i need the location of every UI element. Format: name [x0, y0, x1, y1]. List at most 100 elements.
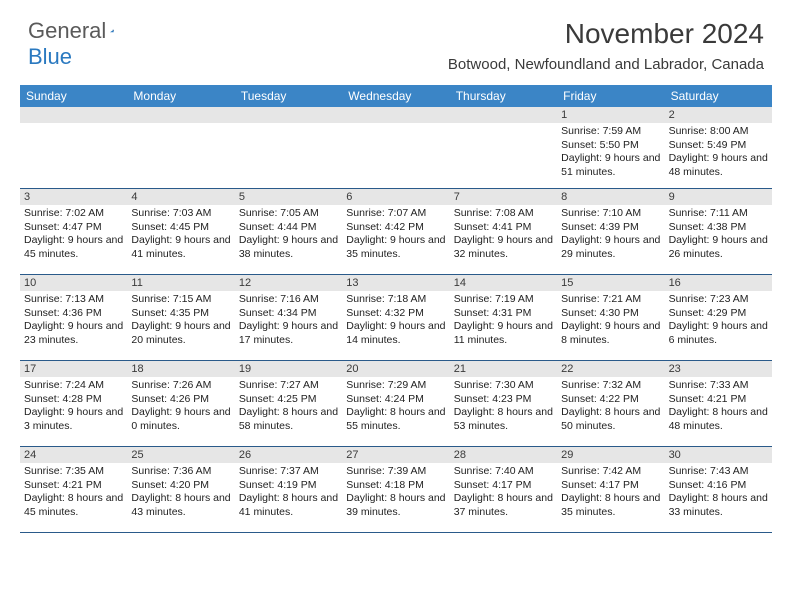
day-details: Sunrise: 7:23 AMSunset: 4:29 PMDaylight:…: [665, 291, 772, 352]
day-details: Sunrise: 7:35 AMSunset: 4:21 PMDaylight:…: [20, 463, 127, 524]
daylight-text: Daylight: 8 hours and 55 minutes.: [346, 406, 445, 433]
sunrise-text: Sunrise: 7:02 AM: [24, 207, 123, 221]
day-details: Sunrise: 8:00 AMSunset: 5:49 PMDaylight:…: [665, 123, 772, 184]
calendar-cell: 21Sunrise: 7:30 AMSunset: 4:23 PMDayligh…: [450, 361, 557, 447]
sunset-text: Sunset: 4:44 PM: [239, 221, 338, 235]
logo-text-blue: Blue: [28, 44, 72, 69]
day-header: Monday: [127, 85, 234, 107]
month-title: November 2024: [448, 18, 764, 50]
sunrise-text: Sunrise: 8:00 AM: [669, 125, 768, 139]
day-header: Saturday: [665, 85, 772, 107]
day-details: Sunrise: 7:07 AMSunset: 4:42 PMDaylight:…: [342, 205, 449, 266]
calendar-cell: 3Sunrise: 7:02 AMSunset: 4:47 PMDaylight…: [20, 189, 127, 275]
calendar-cell: 5Sunrise: 7:05 AMSunset: 4:44 PMDaylight…: [235, 189, 342, 275]
sunrise-text: Sunrise: 7:37 AM: [239, 465, 338, 479]
calendar-cell: 19Sunrise: 7:27 AMSunset: 4:25 PMDayligh…: [235, 361, 342, 447]
day-number: 5: [235, 189, 342, 205]
calendar-cell: 10Sunrise: 7:13 AMSunset: 4:36 PMDayligh…: [20, 275, 127, 361]
daylight-text: Daylight: 8 hours and 35 minutes.: [561, 492, 660, 519]
day-details: Sunrise: 7:59 AMSunset: 5:50 PMDaylight:…: [557, 123, 664, 184]
sunset-text: Sunset: 4:29 PM: [669, 307, 768, 321]
logo-blue-row: Blue: [28, 44, 72, 70]
sunset-text: Sunset: 4:34 PM: [239, 307, 338, 321]
sunrise-text: Sunrise: 7:35 AM: [24, 465, 123, 479]
day-details: Sunrise: 7:26 AMSunset: 4:26 PMDaylight:…: [127, 377, 234, 438]
day-number: 24: [20, 447, 127, 463]
calendar-cell: 25Sunrise: 7:36 AMSunset: 4:20 PMDayligh…: [127, 447, 234, 533]
day-details: [450, 123, 557, 185]
sunset-text: Sunset: 4:20 PM: [131, 479, 230, 493]
day-details: Sunrise: 7:36 AMSunset: 4:20 PMDaylight:…: [127, 463, 234, 524]
sunset-text: Sunset: 4:30 PM: [561, 307, 660, 321]
sunrise-text: Sunrise: 7:21 AM: [561, 293, 660, 307]
sunrise-text: Sunrise: 7:05 AM: [239, 207, 338, 221]
sunrise-text: Sunrise: 7:39 AM: [346, 465, 445, 479]
daylight-text: Daylight: 9 hours and 51 minutes.: [561, 152, 660, 179]
daylight-text: Daylight: 9 hours and 20 minutes.: [131, 320, 230, 347]
calendar-cell: 22Sunrise: 7:32 AMSunset: 4:22 PMDayligh…: [557, 361, 664, 447]
calendar-cell: 23Sunrise: 7:33 AMSunset: 4:21 PMDayligh…: [665, 361, 772, 447]
calendar-cell: 13Sunrise: 7:18 AMSunset: 4:32 PMDayligh…: [342, 275, 449, 361]
day-number: 20: [342, 361, 449, 377]
daylight-text: Daylight: 9 hours and 26 minutes.: [669, 234, 768, 261]
day-number: 3: [20, 189, 127, 205]
calendar-cell: 2Sunrise: 8:00 AMSunset: 5:49 PMDaylight…: [665, 107, 772, 189]
day-details: Sunrise: 7:11 AMSunset: 4:38 PMDaylight:…: [665, 205, 772, 266]
daylight-text: Daylight: 8 hours and 37 minutes.: [454, 492, 553, 519]
sunrise-text: Sunrise: 7:23 AM: [669, 293, 768, 307]
day-header: Thursday: [450, 85, 557, 107]
day-details: Sunrise: 7:18 AMSunset: 4:32 PMDaylight:…: [342, 291, 449, 352]
sunrise-text: Sunrise: 7:42 AM: [561, 465, 660, 479]
daylight-text: Daylight: 9 hours and 0 minutes.: [131, 406, 230, 433]
sunrise-text: Sunrise: 7:29 AM: [346, 379, 445, 393]
day-details: Sunrise: 7:29 AMSunset: 4:24 PMDaylight:…: [342, 377, 449, 438]
day-number: 4: [127, 189, 234, 205]
day-number: [235, 107, 342, 123]
sunrise-text: Sunrise: 7:30 AM: [454, 379, 553, 393]
calendar-cell: [127, 107, 234, 189]
day-details: Sunrise: 7:15 AMSunset: 4:35 PMDaylight:…: [127, 291, 234, 352]
calendar-cell: [342, 107, 449, 189]
daylight-text: Daylight: 8 hours and 53 minutes.: [454, 406, 553, 433]
daylight-text: Daylight: 8 hours and 50 minutes.: [561, 406, 660, 433]
sunset-text: Sunset: 4:39 PM: [561, 221, 660, 235]
sunset-text: Sunset: 4:47 PM: [24, 221, 123, 235]
daylight-text: Daylight: 9 hours and 6 minutes.: [669, 320, 768, 347]
day-number: 9: [665, 189, 772, 205]
sunrise-text: Sunrise: 7:10 AM: [561, 207, 660, 221]
sunset-text: Sunset: 4:32 PM: [346, 307, 445, 321]
calendar-cell: [20, 107, 127, 189]
day-details: Sunrise: 7:08 AMSunset: 4:41 PMDaylight:…: [450, 205, 557, 266]
daylight-text: Daylight: 9 hours and 41 minutes.: [131, 234, 230, 261]
calendar-cell: 29Sunrise: 7:42 AMSunset: 4:17 PMDayligh…: [557, 447, 664, 533]
day-number: 7: [450, 189, 557, 205]
calendar-cell: 24Sunrise: 7:35 AMSunset: 4:21 PMDayligh…: [20, 447, 127, 533]
day-details: [342, 123, 449, 185]
week-row: 24Sunrise: 7:35 AMSunset: 4:21 PMDayligh…: [20, 447, 772, 533]
calendar-cell: 28Sunrise: 7:40 AMSunset: 4:17 PMDayligh…: [450, 447, 557, 533]
daylight-text: Daylight: 9 hours and 48 minutes.: [669, 152, 768, 179]
daylight-text: Daylight: 8 hours and 45 minutes.: [24, 492, 123, 519]
day-details: Sunrise: 7:42 AMSunset: 4:17 PMDaylight:…: [557, 463, 664, 524]
calendar: Sunday Monday Tuesday Wednesday Thursday…: [20, 85, 772, 533]
sunset-text: Sunset: 4:45 PM: [131, 221, 230, 235]
sunrise-text: Sunrise: 7:16 AM: [239, 293, 338, 307]
sunset-text: Sunset: 4:16 PM: [669, 479, 768, 493]
daylight-text: Daylight: 8 hours and 43 minutes.: [131, 492, 230, 519]
calendar-cell: 8Sunrise: 7:10 AMSunset: 4:39 PMDaylight…: [557, 189, 664, 275]
sunset-text: Sunset: 4:22 PM: [561, 393, 660, 407]
calendar-cell: 9Sunrise: 7:11 AMSunset: 4:38 PMDaylight…: [665, 189, 772, 275]
logo: General: [28, 18, 136, 44]
day-details: [20, 123, 127, 185]
day-details: Sunrise: 7:13 AMSunset: 4:36 PMDaylight:…: [20, 291, 127, 352]
day-details: Sunrise: 7:43 AMSunset: 4:16 PMDaylight:…: [665, 463, 772, 524]
daylight-text: Daylight: 9 hours and 17 minutes.: [239, 320, 338, 347]
day-number: 22: [557, 361, 664, 377]
daylight-text: Daylight: 8 hours and 58 minutes.: [239, 406, 338, 433]
day-header: Sunday: [20, 85, 127, 107]
day-number: [342, 107, 449, 123]
day-number: 30: [665, 447, 772, 463]
calendar-cell: 11Sunrise: 7:15 AMSunset: 4:35 PMDayligh…: [127, 275, 234, 361]
day-number: [450, 107, 557, 123]
calendar-cell: 1Sunrise: 7:59 AMSunset: 5:50 PMDaylight…: [557, 107, 664, 189]
